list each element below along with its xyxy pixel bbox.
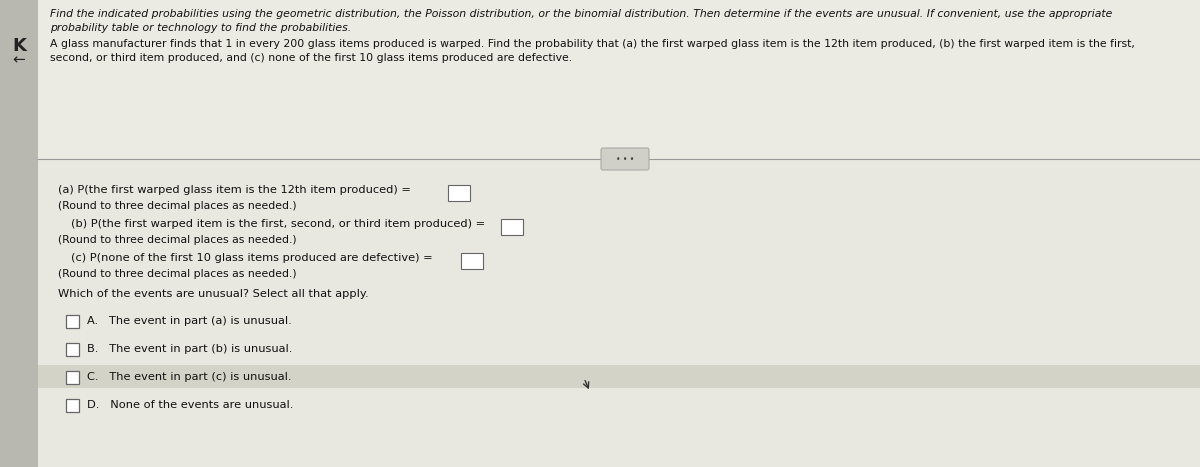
Bar: [0, 0, 38, 467]
Text: • • •: • • •: [616, 155, 634, 163]
Text: Which of the events are unusual? Select all that apply.: Which of the events are unusual? Select …: [58, 289, 368, 299]
Text: (Round to three decimal places as needed.): (Round to three decimal places as needed…: [58, 269, 296, 279]
Text: probability table or technology to find the probabilities.: probability table or technology to find …: [50, 23, 352, 33]
Bar: [38, 159, 1200, 467]
Text: (a) P(the first warped glass item is the 12th item produced) =: (a) P(the first warped glass item is the…: [58, 185, 410, 195]
Text: (Round to three decimal places as needed.): (Round to three decimal places as needed…: [58, 235, 296, 245]
FancyBboxPatch shape: [601, 148, 649, 170]
Bar: [38, 365, 1200, 388]
Text: C.   The event in part (c) is unusual.: C. The event in part (c) is unusual.: [88, 372, 292, 382]
Text: second, or third item produced, and (c) none of the first 10 glass items produce: second, or third item produced, and (c) …: [50, 53, 572, 63]
Text: Find the indicated probabilities using the geometric distribution, the Poisson d: Find the indicated probabilities using t…: [50, 9, 1112, 19]
Bar: [66, 371, 79, 384]
Bar: [502, 219, 523, 235]
Text: (Round to three decimal places as needed.): (Round to three decimal places as needed…: [58, 201, 296, 211]
Text: B.   The event in part (b) is unusual.: B. The event in part (b) is unusual.: [88, 344, 293, 354]
Text: (b) P(the first warped item is the first, second, or third item produced) =: (b) P(the first warped item is the first…: [71, 219, 485, 229]
Bar: [66, 399, 79, 412]
Bar: [461, 253, 482, 269]
Text: ←: ←: [13, 52, 25, 67]
Bar: [38, 0, 1200, 167]
Bar: [448, 185, 470, 201]
Text: A glass manufacturer finds that 1 in every 200 glass items produced is warped. F: A glass manufacturer finds that 1 in eve…: [50, 39, 1135, 49]
Text: (c) P(none of the first 10 glass items produced are defective) =: (c) P(none of the first 10 glass items p…: [71, 253, 433, 263]
Text: D.   None of the events are unusual.: D. None of the events are unusual.: [88, 400, 293, 410]
Text: K: K: [12, 37, 26, 55]
Bar: [66, 343, 79, 356]
Text: A.   The event in part (a) is unusual.: A. The event in part (a) is unusual.: [88, 316, 292, 326]
Bar: [66, 315, 79, 328]
